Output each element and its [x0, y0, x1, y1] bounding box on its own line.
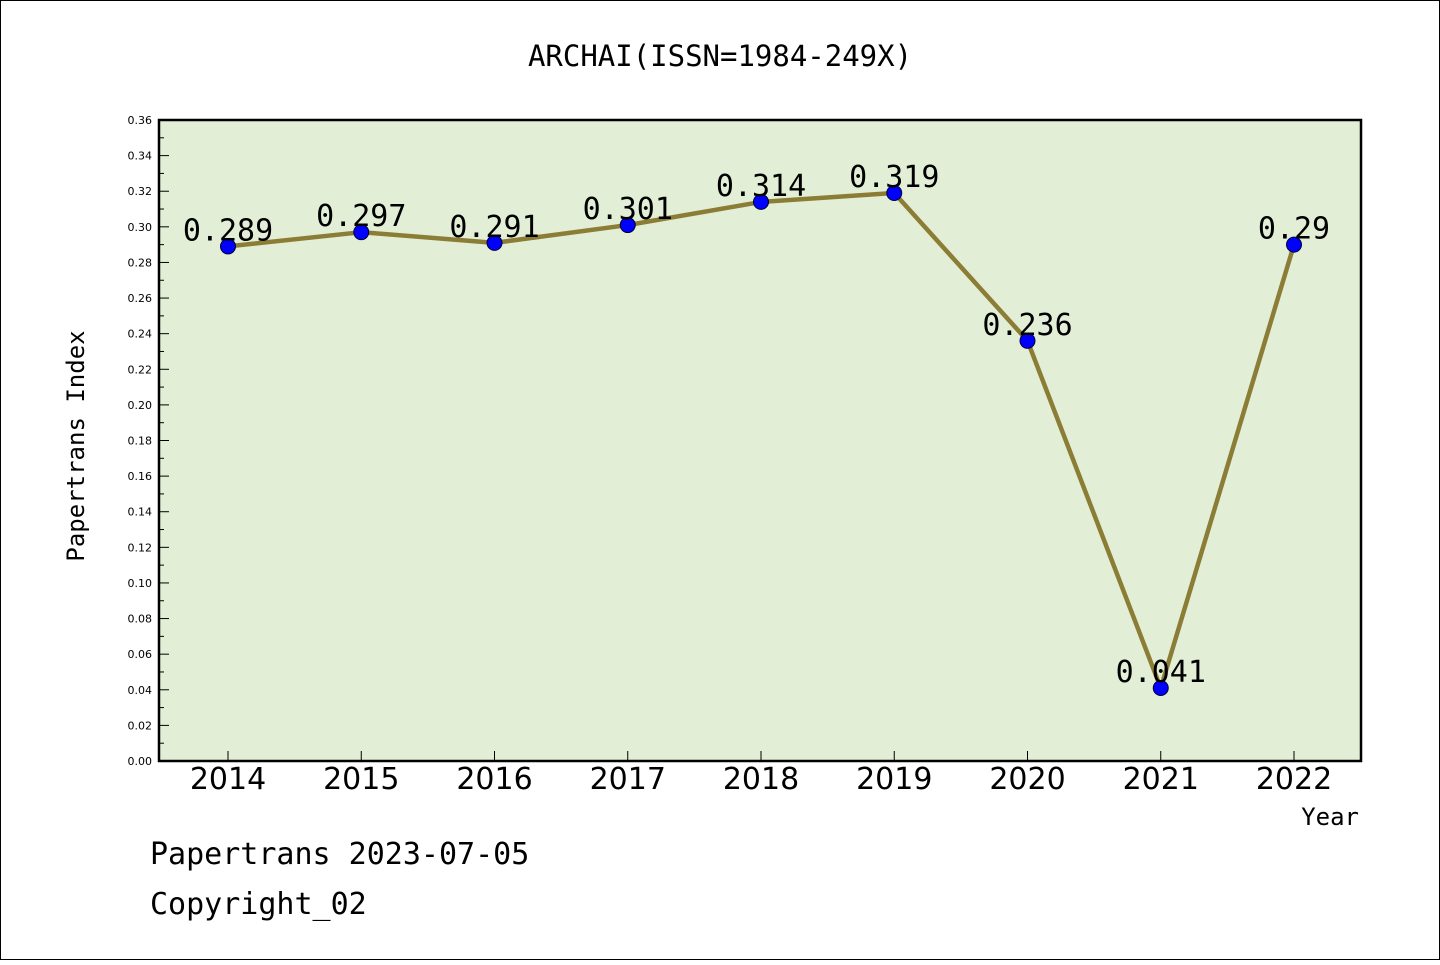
x-tick-label: 2014	[190, 762, 266, 797]
y-tick-label: 0.16	[128, 470, 153, 483]
x-tick-label: 2017	[590, 762, 666, 797]
x-tick-label: 2020	[989, 762, 1065, 797]
data-point	[486, 234, 503, 251]
data-point	[353, 224, 370, 241]
y-tick-label: 0.02	[128, 719, 153, 732]
x-tick-label: 2019	[856, 762, 932, 797]
data-point	[753, 193, 769, 210]
footer-copyright: Copyright_02	[150, 887, 367, 922]
y-tick-label: 0.14	[128, 506, 153, 519]
data-label: 0.236	[982, 308, 1072, 343]
data-label: 0.314	[716, 169, 806, 204]
data-label: 0.297	[316, 199, 406, 234]
data-point	[886, 185, 903, 202]
x-tick-label: 2018	[723, 762, 799, 797]
x-tick-label: 2022	[1256, 762, 1332, 797]
data-label: 0.319	[849, 160, 939, 195]
data-label: 0.041	[1116, 655, 1206, 690]
data-labels: 0.289 0.297 0.291 0.301 0.314 0.319 0.236 0.041…	[183, 160, 1330, 690]
y-tick-label: 0.30	[128, 221, 153, 234]
y-tick-label: 0.10	[128, 577, 153, 590]
y-tick-label: 0.32	[128, 185, 153, 198]
y-tick-label: 0.06	[128, 648, 153, 661]
data-point	[1019, 332, 1036, 349]
x-tick-label: 2021	[1123, 762, 1199, 797]
y-tick-label: 0.36	[128, 114, 153, 127]
y-tick-label: 0.20	[128, 399, 153, 412]
data-label: 0.301	[583, 192, 673, 227]
y-tick-label: 0.26	[128, 292, 153, 305]
x-tick-label: 2016	[456, 762, 532, 797]
series-markers	[220, 185, 1302, 696]
data-point	[1286, 236, 1302, 253]
data-label: 0.29	[1258, 212, 1330, 247]
y-tick-label: 0.24	[128, 328, 153, 341]
y-tick-label: 0.00	[128, 755, 153, 768]
y-tick-label: 0.04	[128, 684, 153, 697]
x-tick-label: 2015	[323, 762, 399, 797]
data-point	[619, 217, 636, 234]
y-axis-label: Papertrans Index	[62, 330, 90, 561]
y-tick-label: 0.28	[128, 256, 153, 269]
data-label: 0.291	[449, 210, 539, 245]
data-point	[1152, 679, 1169, 696]
chart-title: ARCHAI(ISSN=1984-249X)	[528, 39, 912, 73]
data-label: 0.289	[183, 213, 273, 248]
data-point	[220, 238, 236, 255]
y-tick-label: 0.18	[128, 435, 153, 448]
footer-date: Papertrans 2023-07-05	[150, 837, 529, 872]
x-axis: 2014 2015 2016 2017 2018 2019 2020 2021 2022	[190, 751, 1332, 797]
x-axis-label: Year	[1301, 803, 1359, 831]
y-axis: 0.00 0.02 0.04 0.06 0.08 0.10 0.12 0.14 0.16 0.18…	[128, 114, 169, 768]
y-tick-label: 0.22	[128, 363, 153, 376]
y-tick-label: 0.12	[128, 541, 153, 554]
y-tick-label: 0.34	[128, 150, 153, 163]
y-tick-label: 0.08	[128, 613, 153, 626]
